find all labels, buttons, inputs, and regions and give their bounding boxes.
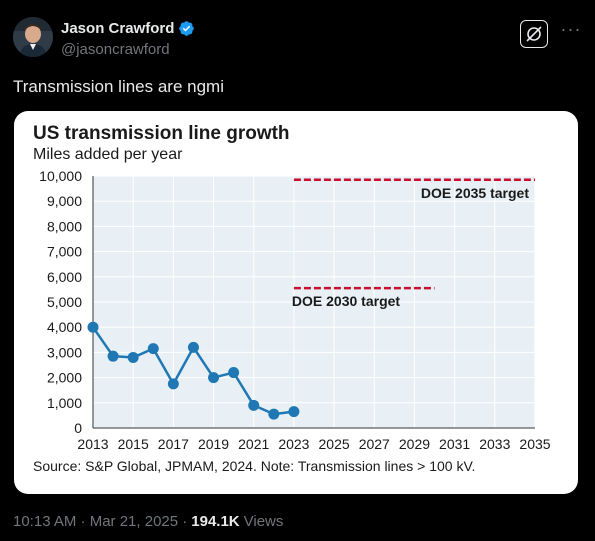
tweet-text: Transmission lines are ngmi	[13, 77, 224, 96]
views-label: Views	[243, 513, 284, 530]
data-point	[187, 341, 199, 353]
chart-image-card[interactable]: US transmission line growth Miles added …	[14, 111, 578, 494]
x-tick-label: 2031	[439, 436, 470, 452]
x-tick-label: 2027	[359, 436, 390, 452]
grok-icon	[526, 26, 542, 42]
chart-source: Source: S&P Global, JPMAM, 2024. Note: T…	[33, 458, 476, 474]
data-point	[147, 343, 159, 355]
views-count: 194.1K	[191, 513, 240, 530]
y-tick-label: 2,000	[47, 370, 82, 386]
data-point	[107, 350, 119, 362]
data-point	[167, 378, 179, 390]
data-point	[288, 406, 300, 418]
chart-subtitle: Miles added per year	[33, 146, 183, 163]
avatar[interactable]	[13, 17, 53, 57]
author-name-row[interactable]: Jason Crawford	[61, 20, 195, 37]
y-tick-label: 6,000	[47, 269, 82, 285]
line-chart: 0 1,000 2,000 3,000 4,000 5,000 6,000 7,000 8,00…	[39, 168, 551, 452]
verified-badge-icon	[179, 21, 195, 36]
y-tick-label: 4,000	[47, 319, 82, 335]
author-name[interactable]: Jason Crawford	[61, 20, 175, 37]
target-label: DOE 2030 target	[292, 293, 400, 309]
target-label: DOE 2035 target	[421, 185, 529, 201]
data-point	[268, 408, 280, 420]
x-tick-label: 2029	[399, 436, 430, 452]
data-point	[208, 372, 220, 384]
y-tick-label: 8,000	[47, 218, 82, 234]
y-tick-label: 0	[74, 420, 82, 436]
y-tick-label: 10,000	[39, 168, 82, 184]
data-point	[228, 367, 240, 379]
x-tick-label: 2021	[238, 436, 269, 452]
data-point	[127, 351, 139, 363]
y-tick-label: 1,000	[47, 395, 82, 411]
avatar-image	[13, 17, 53, 57]
chart-title: US transmission line growth	[33, 123, 290, 144]
x-tick-label: 2015	[118, 436, 149, 452]
x-tick-label: 2023	[278, 436, 309, 452]
y-tick-label: 3,000	[47, 344, 82, 360]
x-tick-label: 2033	[479, 436, 510, 452]
y-tick-label: 9,000	[47, 193, 82, 209]
x-tick-label: 2017	[158, 436, 189, 452]
more-options-button[interactable]: ···	[560, 19, 582, 39]
author-handle[interactable]: @jasoncrawford	[61, 41, 170, 58]
timestamp[interactable]: 10:13 AM · Mar 21, 2025 ·	[13, 513, 188, 530]
tweet-meta: 10:13 AM · Mar 21, 2025 · 194.1K Views	[13, 513, 283, 530]
y-tick-label: 7,000	[47, 244, 82, 260]
data-point	[87, 321, 99, 333]
x-tick-label: 2013	[77, 436, 108, 452]
x-tick-label: 2019	[198, 436, 229, 452]
x-tick-label: 2035	[519, 436, 550, 452]
data-point	[248, 399, 260, 411]
x-tick-label: 2025	[319, 436, 350, 452]
grok-button[interactable]	[520, 20, 548, 48]
y-tick-label: 5,000	[47, 294, 82, 310]
